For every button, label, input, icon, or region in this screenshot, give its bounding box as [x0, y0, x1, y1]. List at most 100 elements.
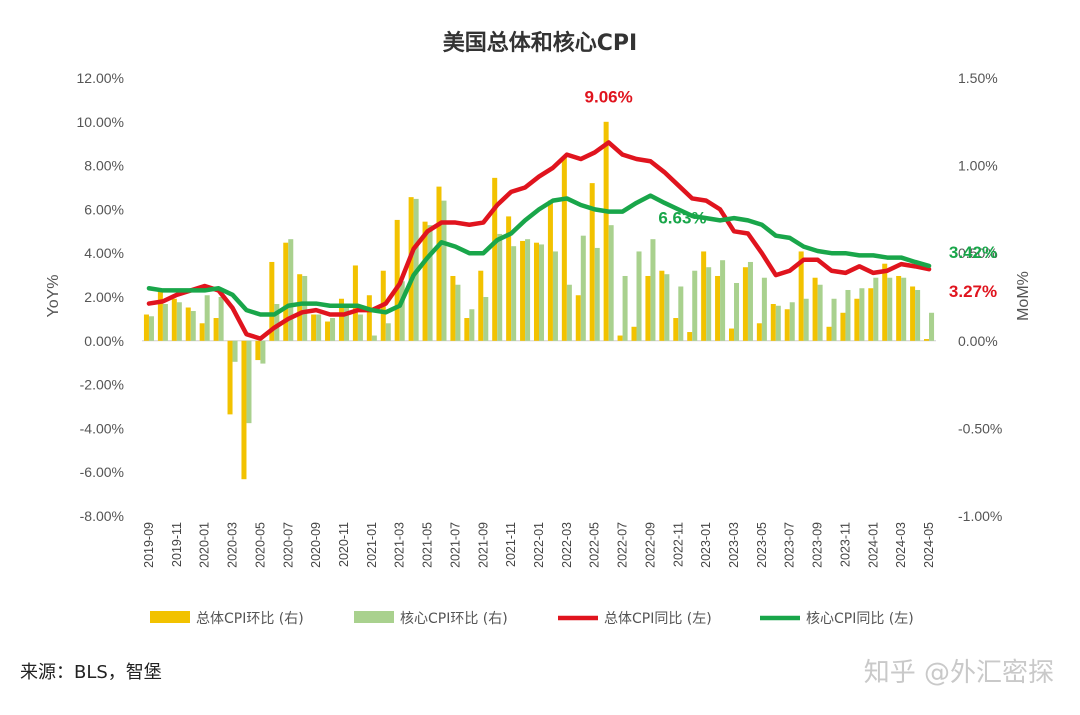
core-mom-bar — [761, 277, 767, 341]
headline-mom-bar — [533, 242, 539, 341]
headline-mom-bar — [882, 263, 888, 341]
headline-mom-bar — [297, 274, 303, 341]
core-mom-bar — [246, 340, 252, 424]
core-mom-bar — [622, 275, 628, 341]
headline-mom-bar — [896, 275, 902, 341]
x-tick-label: 2019-11 — [170, 522, 184, 567]
headline-mom-bar — [213, 318, 219, 341]
core-mom-bar — [747, 261, 753, 341]
core-mom-bar — [176, 302, 182, 341]
y-left-tick-label: 4.00% — [84, 245, 124, 261]
core-mom-bar — [817, 284, 823, 341]
headline-mom-bar — [325, 321, 331, 341]
core-mom-bar — [162, 304, 168, 341]
headline-mom-bar — [673, 318, 679, 341]
x-tick-label: 2022-11 — [671, 522, 685, 567]
headline-mom-bar — [366, 295, 372, 341]
core-mom-bar — [260, 340, 266, 364]
bar-series — [143, 121, 935, 480]
watermark: 知乎 @外汇密探 — [863, 658, 1054, 688]
x-tick-label: 2019-09 — [142, 522, 156, 568]
core-mom-bar — [232, 340, 238, 362]
core-yoy-line — [146, 193, 932, 317]
legend-label: 核心CPI环比 (右) — [400, 611, 508, 627]
core-mom-bar — [427, 225, 433, 341]
headline-mom-bar — [408, 197, 414, 341]
y-left-tick-label: -4.00% — [80, 420, 124, 436]
headline-mom-bar — [506, 216, 512, 341]
core-mom-bar — [148, 316, 154, 341]
x-tick-label: 2021-03 — [393, 522, 407, 568]
core-mom-bar — [288, 239, 294, 341]
headline-mom-bar — [561, 156, 567, 341]
core-mom-bar — [497, 233, 503, 341]
headline-mom-bar — [241, 340, 247, 480]
headline-mom-bar — [464, 318, 470, 341]
data-label: 3.27% — [949, 282, 997, 301]
headline-mom-bar — [603, 121, 609, 341]
headline-mom-bar — [311, 314, 317, 341]
headline-mom-bar — [701, 251, 707, 341]
x-tick-label: 2024-01 — [866, 522, 880, 568]
headline-mom-bar — [575, 295, 581, 341]
x-tick-label: 2021-09 — [476, 522, 490, 568]
y-left-tick-label: 6.00% — [84, 201, 124, 217]
y-right-tick-label: 0.50% — [958, 245, 998, 261]
headline-mom-bar — [868, 288, 874, 341]
x-tick-label: 2021-05 — [421, 522, 435, 568]
headline-mom-bar — [840, 312, 846, 341]
core-mom-bar — [441, 200, 447, 341]
x-tick-label: 2024-05 — [922, 522, 936, 568]
core-mom-bar — [316, 314, 322, 341]
headline-mom-bar — [617, 335, 623, 341]
headline-mom-bar — [770, 304, 776, 341]
core-mom-bar — [873, 277, 879, 341]
core-mom-bar — [483, 297, 489, 341]
headline-mom-bar — [910, 286, 916, 341]
x-tick-label: 2021-07 — [448, 522, 462, 568]
y-axis-right-title: MoM% — [1015, 271, 1032, 321]
y-left-tick-label: 10.00% — [77, 114, 124, 130]
x-tick-label: 2022-09 — [643, 522, 657, 568]
legend-label: 核心CPI同比 (左) — [806, 611, 914, 627]
headline-mom-bar — [520, 240, 526, 341]
core-mom-bar — [775, 305, 781, 341]
x-tick-label: 2023-11 — [838, 522, 852, 567]
headline-mom-bar — [227, 340, 233, 415]
core-mom-bar — [371, 335, 377, 341]
core-mom-bar — [552, 251, 558, 341]
headline-mom-bar — [645, 275, 651, 341]
y-right-tick-label: 1.50% — [958, 70, 998, 86]
core-mom-bar — [357, 314, 363, 341]
headline-mom-bar — [659, 270, 665, 341]
headline-mom-bar — [394, 219, 400, 341]
y-right-tick-label: -1.00% — [958, 508, 1002, 524]
core-mom-bar — [399, 281, 405, 341]
x-tick-label: 2022-01 — [532, 522, 546, 568]
x-tick-label: 2023-09 — [811, 522, 825, 568]
core-mom-bar — [525, 239, 531, 341]
headline-mom-bar — [185, 307, 191, 341]
core-mom-bar — [650, 239, 656, 341]
headline-mom-bar — [478, 270, 484, 341]
headline-mom-bar — [422, 221, 428, 341]
y-left-tick-label: -6.00% — [80, 464, 124, 480]
y-left-tick-label: 2.00% — [84, 289, 124, 305]
headline-mom-bar — [171, 298, 177, 341]
x-tick-label: 2022-03 — [560, 522, 574, 568]
line-series — [146, 140, 932, 341]
headline-mom-bar — [798, 251, 804, 341]
x-tick-label: 2023-05 — [755, 522, 769, 568]
x-tick-label: 2020-05 — [253, 522, 267, 568]
legend-swatch — [354, 611, 394, 623]
legend-swatch — [150, 611, 190, 623]
x-tick-label: 2023-03 — [727, 522, 741, 568]
y-left-tick-label: 0.00% — [84, 333, 124, 349]
headline-mom-bar — [450, 275, 456, 341]
core-mom-bar — [901, 277, 907, 341]
data-label: 6.63% — [658, 209, 706, 228]
headline-mom-bar — [784, 309, 790, 341]
core-mom-bar — [385, 323, 391, 341]
core-mom-bar — [636, 251, 642, 341]
